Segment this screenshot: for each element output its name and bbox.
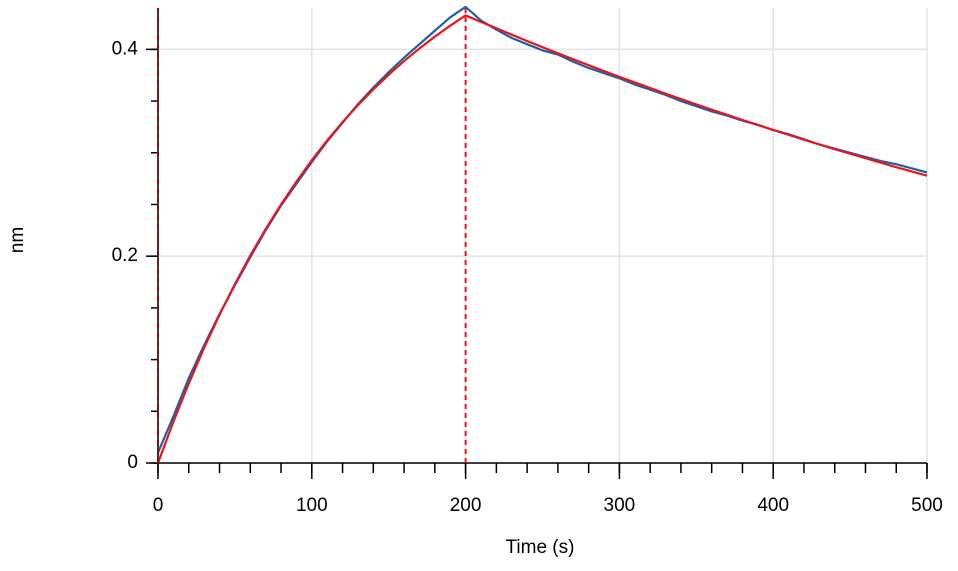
x-tick-label: 0: [153, 495, 164, 516]
x-tick-label: 200: [450, 495, 482, 516]
y-tick-label: 0.2: [112, 245, 138, 266]
x-tick-label: 300: [604, 495, 636, 516]
data-line: [156, 5, 928, 454]
data-line: [156, 14, 928, 464]
y-tick-label: 0.4: [112, 38, 139, 59]
x-tick-label: 500: [911, 495, 943, 516]
y-tick-label: 0: [127, 452, 138, 473]
y-axis-label: nm: [7, 227, 28, 253]
x-tick-label: 400: [757, 495, 789, 516]
x-tick-label: 100: [296, 495, 328, 516]
x-axis-label: Time (s): [506, 537, 575, 558]
